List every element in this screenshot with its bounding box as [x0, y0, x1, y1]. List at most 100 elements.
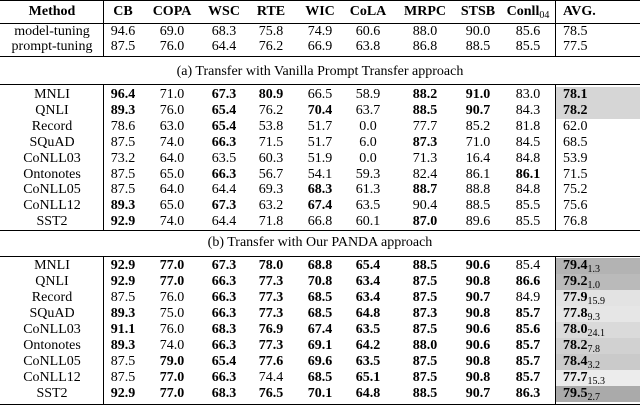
cell-text: 63.0 [159, 118, 185, 134]
value-cell: 63.0 [160, 119, 185, 135]
cell-text: 76.5 [258, 386, 284, 401]
cell-text: CoNLL05 [23, 354, 81, 369]
column-rule [555, 0, 556, 56]
value-cell: 71.3 [413, 151, 438, 167]
cell-text: 65.0 [159, 198, 185, 214]
value-cell: 66.3 [212, 274, 237, 290]
cell-text: 84.9 [515, 290, 541, 305]
value-cell: 65.4 [212, 354, 237, 370]
value-cell: 79.0 [160, 354, 185, 370]
value-cell: 71.5 [563, 167, 588, 183]
cell-text: 85.6 [515, 24, 541, 39]
cell-text: 85.5 [515, 214, 541, 230]
value-cell: 85.7 [516, 354, 541, 370]
cell-text: 62.0 [563, 118, 588, 134]
cell-text: 54.1 [307, 166, 333, 182]
value-cell: 68.3 [212, 24, 237, 40]
value-cell: 67.4 [308, 198, 333, 214]
cell-text: 67.4 [307, 198, 333, 214]
cell-shade [556, 386, 640, 402]
cell-text: 77.3 [258, 274, 284, 289]
cell-shade [556, 274, 640, 290]
cell-text: 88.5 [412, 386, 438, 401]
value-cell: 88.5 [413, 103, 438, 119]
cell-text: Method [28, 4, 76, 19]
cell-text: CoNLL12 [23, 370, 81, 385]
cell-text: STSB [460, 4, 496, 19]
cell-text: 90.8 [465, 370, 491, 385]
cell-text: SQuAD [29, 134, 75, 150]
section-caption: (b) Transfer with Our PANDA approach [207, 235, 433, 250]
value-cell: 78.024.1 [563, 322, 605, 339]
value-cell: 71.0 [160, 87, 185, 103]
value-cell: 64.8 [356, 306, 381, 322]
cell-text: 86.3 [515, 386, 541, 401]
cell-text: 76.0 [159, 322, 185, 337]
cell-text: 78.6 [110, 118, 136, 134]
value-cell: 86.8 [413, 39, 438, 55]
value-cell: 90.4 [413, 198, 438, 214]
cell-text: 51.9 [307, 150, 333, 166]
value-cell: 85.7 [516, 306, 541, 322]
cell-text: 90.8 [465, 274, 491, 289]
cell-text: 90.4 [412, 198, 438, 214]
value-cell: 77.0 [160, 386, 185, 402]
cell-text: 64.4 [211, 182, 237, 198]
value-cell: 94.6 [111, 24, 136, 40]
cell-text: 64.4 [211, 39, 237, 54]
cell-text: 76.2 [258, 39, 284, 54]
cell-text: 59.3 [355, 166, 381, 182]
cell-text: 77.0 [159, 274, 185, 289]
value-cell: 70.4 [308, 103, 333, 119]
cell-text: 92.9 [110, 386, 136, 401]
value-cell: 68.3 [212, 322, 237, 338]
cell-text: 85.4 [515, 258, 541, 273]
rule [0, 23, 640, 24]
row-label: SQuAD [29, 306, 74, 322]
cell-text: 87.0 [412, 214, 438, 230]
value-cell: 65.0 [160, 167, 185, 183]
value-cell: 85.4 [516, 258, 541, 274]
value-cell: 84.3 [516, 103, 541, 119]
section-caption: (a) Transfer with Vanilla Prompt Transfe… [176, 64, 464, 79]
cell-text: 66.3 [211, 274, 237, 289]
value-cell: 51.7 [308, 135, 333, 151]
cell-text: 73.2 [110, 150, 136, 166]
cell-text: 71.0 [465, 134, 491, 150]
value-cell: 87.5 [111, 370, 136, 386]
cell-text: 79.5 [563, 386, 588, 401]
cell-text: Conll [506, 4, 540, 19]
cell-text: 67.3 [211, 258, 237, 273]
value-cell: 67.3 [212, 87, 237, 103]
cell-text: 71.8 [258, 214, 284, 230]
cell-text: 86.1 [465, 166, 491, 182]
cell-text: 51.7 [307, 134, 333, 150]
value-cell: 0.0 [359, 119, 377, 135]
row-label: Record [32, 290, 72, 306]
value-cell: 74.0 [160, 214, 185, 230]
value-cell: 92.9 [111, 274, 136, 290]
cell-text: 96.4 [110, 87, 136, 102]
cell-text: 88.2 [412, 87, 438, 102]
cell-text: CoNLL12 [23, 198, 81, 214]
value-cell: 66.3 [212, 290, 237, 306]
value-cell: 66.3 [212, 135, 237, 151]
value-cell: 85.5 [516, 198, 541, 214]
cell-text: 66.3 [211, 338, 237, 353]
cell-text: 64.4 [211, 214, 237, 230]
value-cell: 92.9 [111, 258, 136, 274]
row-label: CoNLL03 [23, 151, 81, 167]
cell-text: 65.1 [355, 370, 381, 385]
value-cell: 90.8 [466, 306, 491, 322]
cell-text: 66.3 [211, 370, 237, 385]
value-cell: 69.6 [308, 354, 333, 370]
cell-text: 68.3 [211, 322, 237, 337]
cell-text: 63.7 [355, 102, 381, 118]
value-cell: 90.8 [466, 370, 491, 386]
cell-text: 75.6 [563, 198, 588, 214]
value-cell: 78.1 [563, 87, 588, 103]
value-cell: 86.3 [516, 386, 541, 402]
value-cell: 0.0 [359, 151, 377, 167]
row-label: CoNLL05 [23, 182, 81, 198]
cell-text: 67.4 [307, 322, 333, 337]
